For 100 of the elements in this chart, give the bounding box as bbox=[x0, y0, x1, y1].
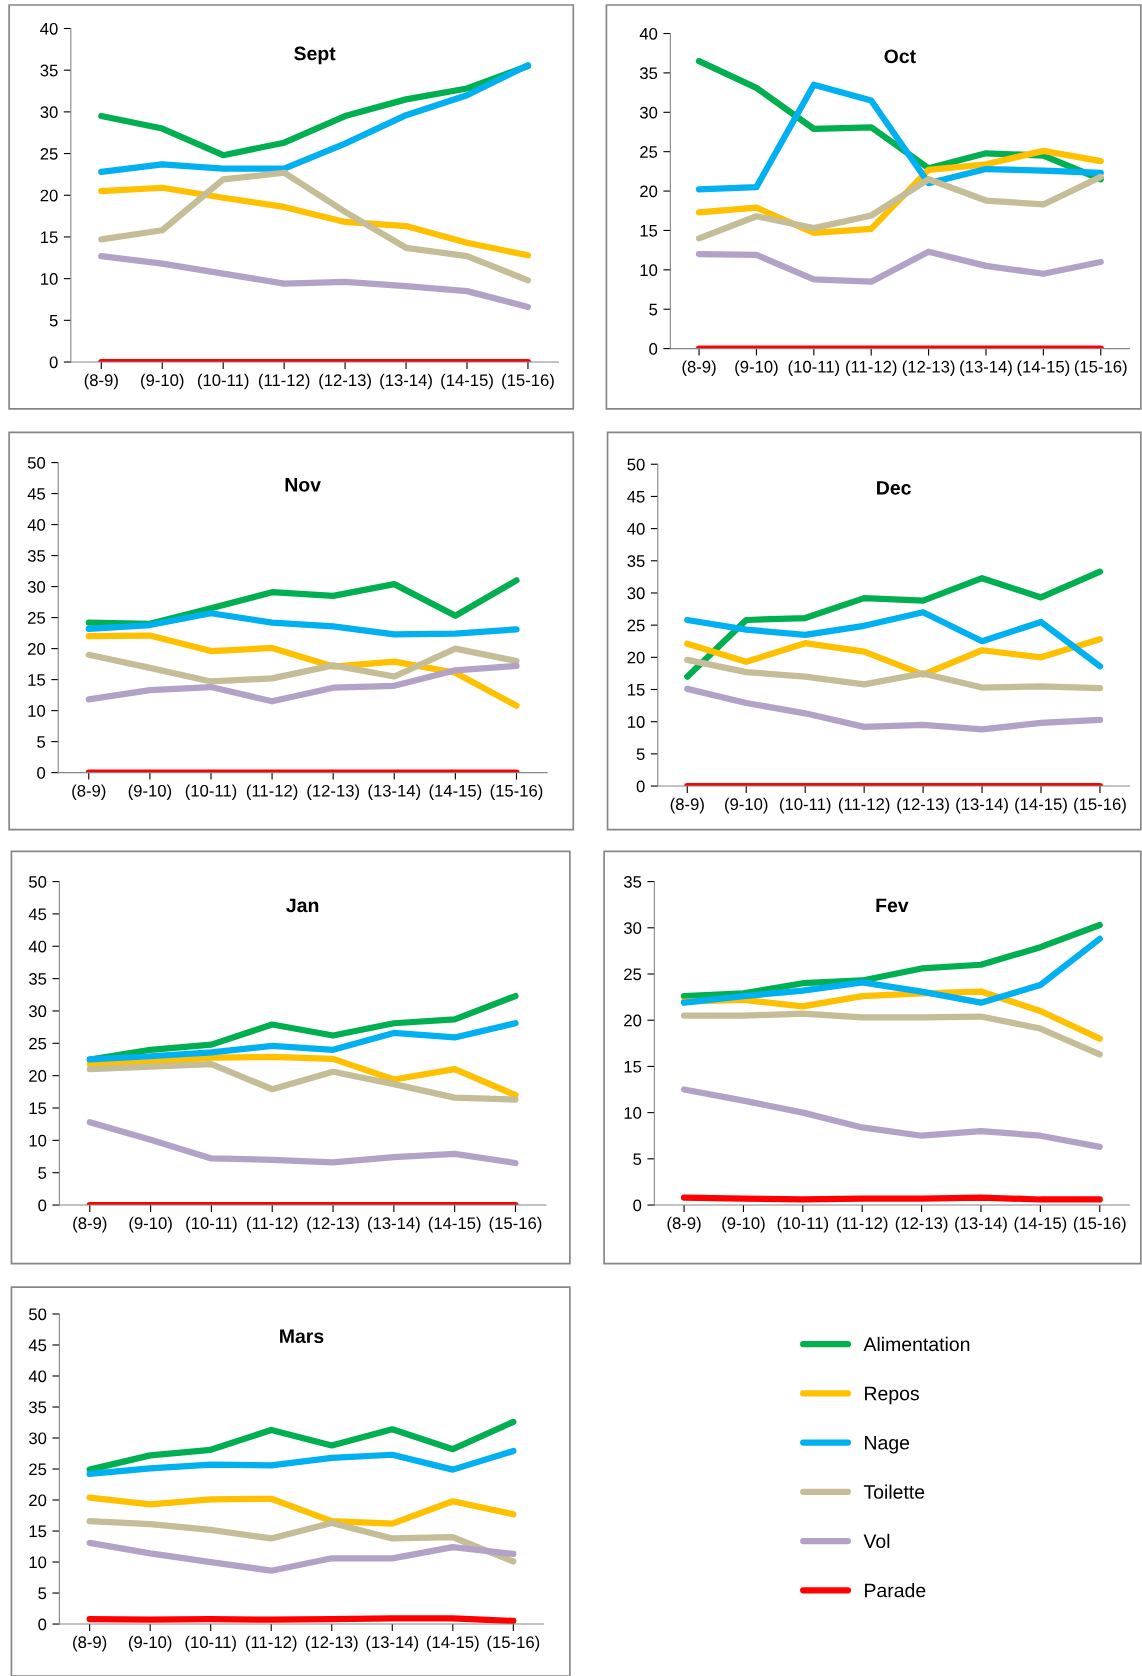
y-tick-label: 5 bbox=[37, 736, 46, 748]
y-tick-label: 0 bbox=[636, 780, 645, 793]
y-tick-label: 15 bbox=[624, 1060, 642, 1073]
y-tick-label: 10 bbox=[640, 264, 658, 277]
x-tick-label: (14-15) bbox=[428, 1216, 481, 1233]
x-tick-label: (8-9) bbox=[73, 1216, 107, 1233]
y-tick-label: 10 bbox=[29, 1556, 47, 1569]
y-tick-label: 40 bbox=[639, 27, 658, 40]
y-tick-label: 5 bbox=[636, 748, 645, 761]
y-tick-label: 25 bbox=[640, 146, 658, 158]
x-tick-label: (12-13) bbox=[305, 1635, 358, 1652]
x-tick-label: (8-9) bbox=[670, 797, 704, 814]
text: Sept bbox=[294, 46, 336, 65]
y-tick-label: 40 bbox=[27, 518, 46, 531]
x-tick-label: (10-11) bbox=[185, 1635, 236, 1652]
x-tick-label: (13-14) bbox=[960, 360, 1012, 376]
x-tick-label: (14-15) bbox=[1014, 1216, 1067, 1233]
x-tick-label: (11-12) bbox=[838, 797, 890, 814]
y-tick-label: 15 bbox=[29, 1102, 47, 1115]
y-tick-label: 35 bbox=[28, 1401, 47, 1414]
y-tick-label: 35 bbox=[623, 875, 642, 888]
y-tick-label: 45 bbox=[28, 1339, 47, 1352]
y-tick-label: 0 bbox=[38, 1199, 47, 1212]
y-tick-label: 20 bbox=[29, 1494, 47, 1507]
y-tick-label: 35 bbox=[40, 64, 58, 77]
y-tick-label: 10 bbox=[624, 1107, 642, 1119]
text: Jan bbox=[286, 898, 319, 913]
x-tick-label: (9-10) bbox=[141, 373, 184, 390]
text: Dec bbox=[877, 481, 911, 495]
x-tick-label: (12-13) bbox=[902, 360, 955, 376]
y-tick-label: 15 bbox=[41, 231, 58, 244]
x-tick-label: (9-10) bbox=[128, 1635, 172, 1652]
x-tick-label: (15-16) bbox=[489, 1216, 542, 1233]
legend-label: Alimentation bbox=[863, 1336, 970, 1352]
legend-label: Parade bbox=[865, 1583, 926, 1598]
x-tick-label: (10-11) bbox=[197, 373, 249, 390]
y-tick-label: 35 bbox=[28, 973, 47, 985]
x-tick-label: (14-15) bbox=[426, 1635, 479, 1652]
y-tick-label: 0 bbox=[38, 1618, 47, 1631]
x-tick-label: (12-13) bbox=[895, 1216, 948, 1233]
y-tick-label: 40 bbox=[28, 940, 47, 953]
x-tick-label: (11-12) bbox=[258, 373, 310, 390]
y-tick-label: 20 bbox=[627, 651, 645, 664]
x-tick-label: (14-15) bbox=[1017, 360, 1070, 376]
y-tick-label: 0 bbox=[649, 343, 658, 355]
y-tick-label: 45 bbox=[627, 491, 645, 503]
x-tick-label: (15-16) bbox=[490, 784, 543, 800]
y-tick-label: 5 bbox=[38, 1167, 47, 1179]
text: Fev bbox=[876, 898, 909, 913]
x-tick-label: (10-11) bbox=[185, 784, 237, 800]
y-tick-label: 50 bbox=[29, 1308, 47, 1321]
x-tick-label: (10-11) bbox=[777, 1216, 829, 1233]
x-tick-label: (12-13) bbox=[897, 797, 949, 814]
y-tick-label: 0 bbox=[49, 356, 58, 369]
y-tick-label: 15 bbox=[28, 674, 46, 686]
text: Mars bbox=[280, 1329, 324, 1344]
y-tick-label: 0 bbox=[633, 1199, 642, 1212]
x-tick-label: (8-9) bbox=[682, 360, 716, 376]
legend-label: Vol bbox=[863, 1533, 890, 1549]
y-tick-label: 30 bbox=[40, 106, 58, 119]
y-tick-label: 25 bbox=[28, 612, 46, 624]
legend-label: Toilette bbox=[863, 1484, 925, 1499]
y-tick-label: 20 bbox=[640, 185, 658, 198]
legend-label: Nage bbox=[865, 1436, 910, 1454]
x-tick-label: (8-9) bbox=[84, 373, 118, 390]
x-tick-label: (8-9) bbox=[667, 1216, 701, 1233]
x-tick-label: (11-12) bbox=[246, 784, 298, 800]
x-tick-label: (9-10) bbox=[725, 797, 768, 814]
y-tick-label: 40 bbox=[28, 1370, 47, 1383]
x-tick-label: (15-16) bbox=[1073, 1216, 1126, 1233]
text: Nov bbox=[285, 478, 321, 492]
x-tick-label: (11-12) bbox=[247, 1216, 298, 1233]
x-tick-label: (11-12) bbox=[837, 1216, 888, 1233]
y-tick-label: 5 bbox=[49, 314, 58, 327]
y-tick-label: 10 bbox=[41, 273, 58, 285]
text: Oct bbox=[884, 49, 916, 64]
x-tick-label: (13-14) bbox=[956, 797, 1008, 814]
y-tick-label: 15 bbox=[628, 684, 645, 696]
y-tick-label: 20 bbox=[624, 1014, 642, 1027]
x-tick-label: (13-14) bbox=[368, 784, 421, 800]
y-tick-label: 50 bbox=[27, 456, 46, 469]
x-tick-label: (14-15) bbox=[1015, 797, 1067, 814]
x-tick-label: (13-14) bbox=[955, 1216, 1007, 1233]
y-tick-label: 45 bbox=[27, 488, 46, 500]
y-tick-label: 20 bbox=[28, 643, 46, 655]
x-tick-label: (9-10) bbox=[129, 1216, 172, 1233]
x-tick-label: (13-14) bbox=[366, 1635, 419, 1652]
y-tick-label: 5 bbox=[649, 303, 658, 316]
y-tick-label: 25 bbox=[627, 619, 645, 632]
x-tick-label: (8-9) bbox=[72, 784, 106, 800]
x-tick-label: (15-16) bbox=[487, 1635, 540, 1652]
x-tick-label: (14-15) bbox=[429, 784, 482, 800]
y-tick-label: 35 bbox=[639, 67, 658, 80]
x-tick-label: (10-11) bbox=[779, 797, 831, 814]
x-tick-label: (9-10) bbox=[735, 360, 778, 376]
y-tick-label: 30 bbox=[623, 922, 642, 934]
y-tick-label: 15 bbox=[640, 225, 658, 237]
x-tick-label: (15-16) bbox=[1074, 797, 1126, 814]
y-tick-label: 5 bbox=[38, 1587, 47, 1600]
y-tick-label: 30 bbox=[639, 106, 658, 119]
